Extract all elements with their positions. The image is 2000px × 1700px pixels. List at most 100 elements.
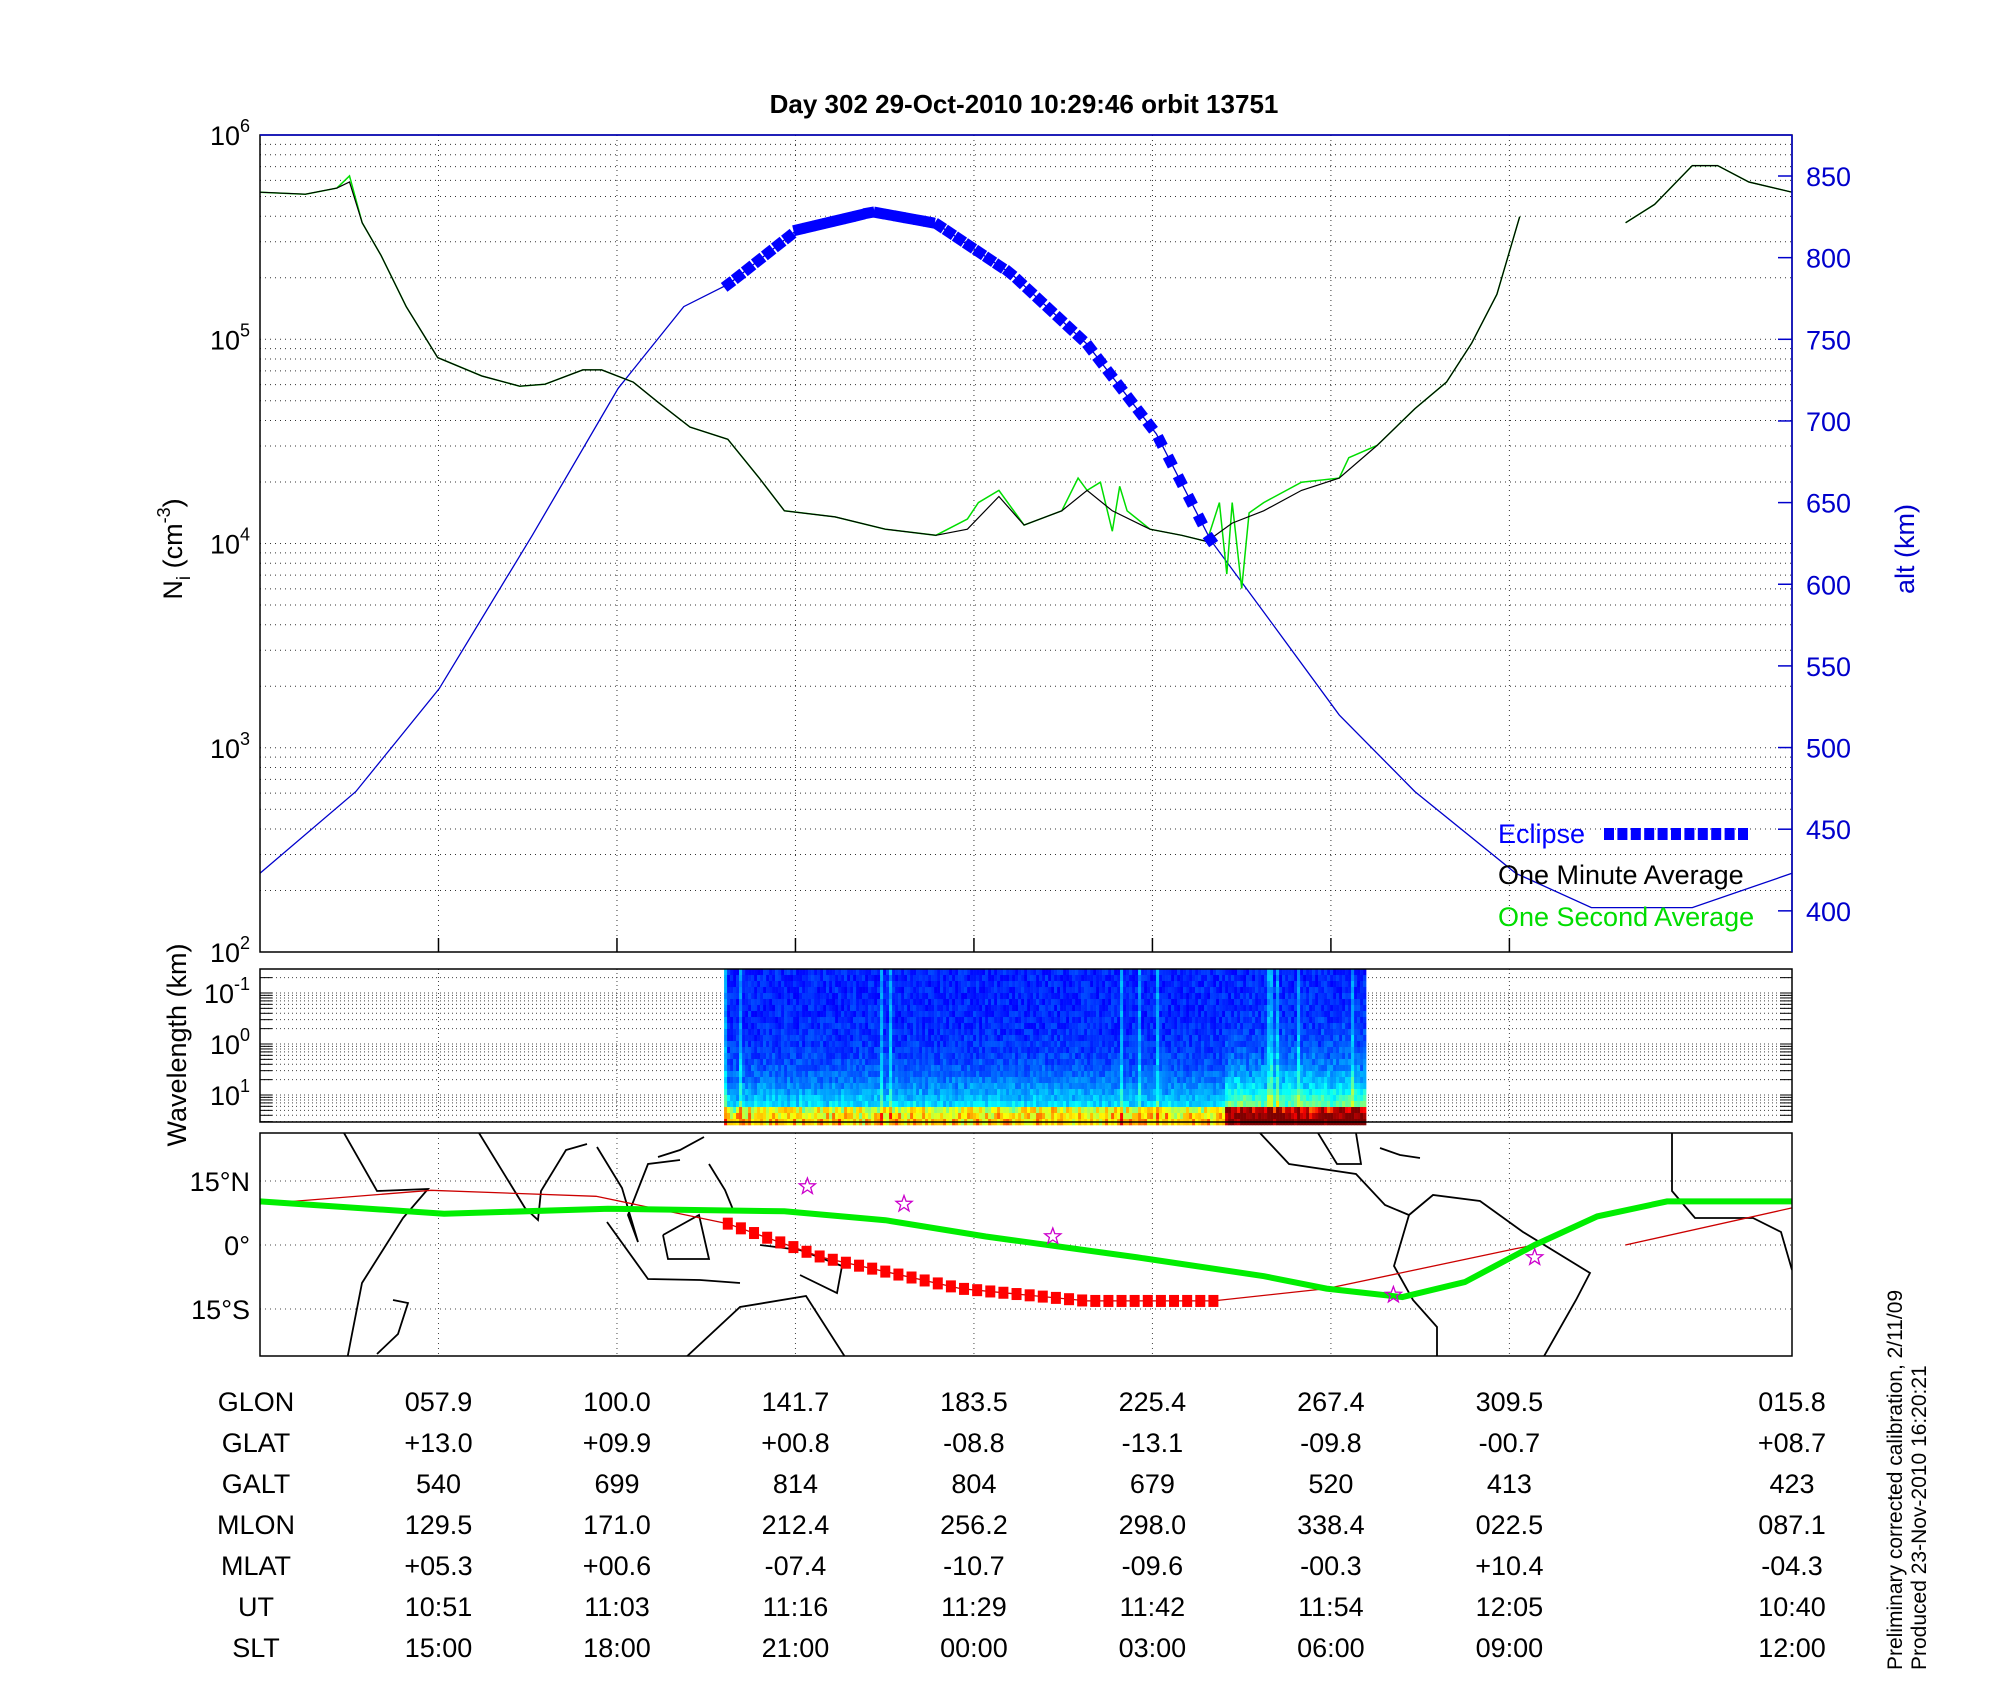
- spectrogram-cell: [1108, 1011, 1112, 1018]
- spectrogram-cell: [832, 1095, 836, 1102]
- spectrogram-cell: [883, 1035, 887, 1042]
- spectrogram-cell: [1045, 993, 1049, 1000]
- spectrogram-cell: [1000, 1089, 1004, 1096]
- spectrogram-cell: [856, 993, 860, 1000]
- spectrogram-cell: [1267, 1011, 1271, 1018]
- y-tick-label: 103: [210, 729, 250, 764]
- spectrogram-cell: [940, 1113, 944, 1120]
- spectrogram-cell: [994, 1089, 998, 1096]
- spectrogram-cell: [1246, 981, 1250, 988]
- spectrogram-cell: [793, 1047, 797, 1054]
- spectrogram-cell: [1114, 1065, 1118, 1072]
- spectrogram-cell: [778, 987, 782, 994]
- spectrogram-cell: [925, 1017, 929, 1024]
- spectrogram-cell: [1012, 1011, 1016, 1018]
- spectrogram-cell: [1219, 1095, 1223, 1102]
- spectrogram-cell: [733, 975, 737, 982]
- spectrogram-cell: [739, 969, 743, 976]
- spectrogram-cell: [1066, 1029, 1070, 1036]
- spectrogram-cell: [847, 1107, 851, 1114]
- spectrogram-cell: [979, 1005, 983, 1012]
- spectrogram-cell: [1099, 1059, 1103, 1066]
- spectrogram-cell: [1153, 1023, 1157, 1030]
- spectrogram-cell: [745, 1035, 749, 1042]
- spectrogram-cell: [1177, 1053, 1181, 1060]
- spectrogram-cell: [1141, 993, 1145, 1000]
- spectrogram-cell: [988, 1065, 992, 1072]
- spectrogram-cell: [856, 1035, 860, 1042]
- spectrogram-cell: [1228, 1023, 1232, 1030]
- spectrogram-cell: [865, 969, 869, 976]
- spectrogram-cell: [859, 1035, 863, 1042]
- spectrogram-cell: [1015, 999, 1019, 1006]
- spectrogram-cell: [805, 1059, 809, 1066]
- spectrogram-cell: [958, 1029, 962, 1036]
- spectrogram-cell: [853, 999, 857, 1006]
- spectrogram-cell: [1000, 1077, 1004, 1084]
- spectrogram-cell: [1156, 1095, 1160, 1102]
- spectrogram-cell: [850, 993, 854, 1000]
- spectrogram-cell: [916, 999, 920, 1006]
- spectrogram-cell: [811, 1113, 815, 1120]
- spectrogram-cell: [1063, 975, 1067, 982]
- spectrogram-cell: [1051, 1017, 1055, 1024]
- spectrogram-cell: [802, 1011, 806, 1018]
- spectrogram-cell: [883, 999, 887, 1006]
- spectrogram-cell: [1207, 1011, 1211, 1018]
- spectrogram-cell: [787, 981, 791, 988]
- spectrogram-cell: [1255, 1035, 1259, 1042]
- spectrogram-cell: [997, 1029, 1001, 1036]
- spectrogram-cell: [994, 987, 998, 994]
- spectrogram-cell: [901, 993, 905, 1000]
- spectrogram-cell: [760, 1005, 764, 1012]
- spectrogram-cell: [1126, 1101, 1130, 1108]
- spectrogram-cell: [1264, 1053, 1268, 1060]
- spectrogram-cell: [1099, 999, 1103, 1006]
- spectrogram-cell: [1174, 1017, 1178, 1024]
- spectrogram-cell: [769, 1011, 773, 1018]
- spectrogram-cell: [1009, 987, 1013, 994]
- spectrogram-cell: [994, 1047, 998, 1054]
- spectrogram-cell: [1099, 1011, 1103, 1018]
- spectrogram-cell: [1087, 981, 1091, 988]
- spectrogram-cell: [901, 1053, 905, 1060]
- spectrogram-cell: [1255, 1023, 1259, 1030]
- spectrogram-cell: [880, 1023, 884, 1030]
- spectrogram-cell: [829, 987, 833, 994]
- spectrogram-cell: [1033, 1029, 1037, 1036]
- spectrogram-cell: [1210, 1005, 1214, 1012]
- spectrogram-cell: [898, 1083, 902, 1090]
- spectrogram-cell: [1075, 1059, 1079, 1066]
- spectrogram-cell: [865, 1011, 869, 1018]
- spectrogram-cell: [874, 1107, 878, 1114]
- spectrogram-cell: [1045, 1023, 1049, 1030]
- spectrogram-cell: [991, 969, 995, 976]
- spectrogram-cell: [829, 1089, 833, 1096]
- spectrogram-cell: [1039, 1011, 1043, 1018]
- spectrogram-cell: [754, 1107, 758, 1114]
- spectrogram-cell: [871, 1077, 875, 1084]
- spectrogram-cell: [1192, 1089, 1196, 1096]
- spectrogram-cell: [1198, 981, 1202, 988]
- spectrogram-cell: [862, 1047, 866, 1054]
- eclipse-marker: [750, 252, 767, 269]
- spectrogram-cell: [1234, 1089, 1238, 1096]
- spectrogram-cell: [799, 981, 803, 988]
- spectrogram-cell: [907, 975, 911, 982]
- spectrogram-cell: [1009, 1023, 1013, 1030]
- spectrogram-cell: [1027, 1005, 1031, 1012]
- spectrogram-cell: [1135, 1059, 1139, 1066]
- spectrogram-cell: [979, 1083, 983, 1090]
- spectrogram-cell: [1231, 999, 1235, 1006]
- spectrogram-cell: [829, 999, 833, 1006]
- spectrogram-cell: [1219, 1083, 1223, 1090]
- spectrogram-cell: [1051, 1077, 1055, 1084]
- spectrogram-cell: [979, 987, 983, 994]
- spectrogram-cell: [1084, 1017, 1088, 1024]
- spectrogram-cell: [793, 1071, 797, 1078]
- spectrogram-cell: [1147, 1053, 1151, 1060]
- spectrogram-cell: [1057, 1059, 1061, 1066]
- spectrogram-cell: [946, 987, 950, 994]
- spectrogram-cell: [904, 975, 908, 982]
- spectrogram-cell: [1072, 1053, 1076, 1060]
